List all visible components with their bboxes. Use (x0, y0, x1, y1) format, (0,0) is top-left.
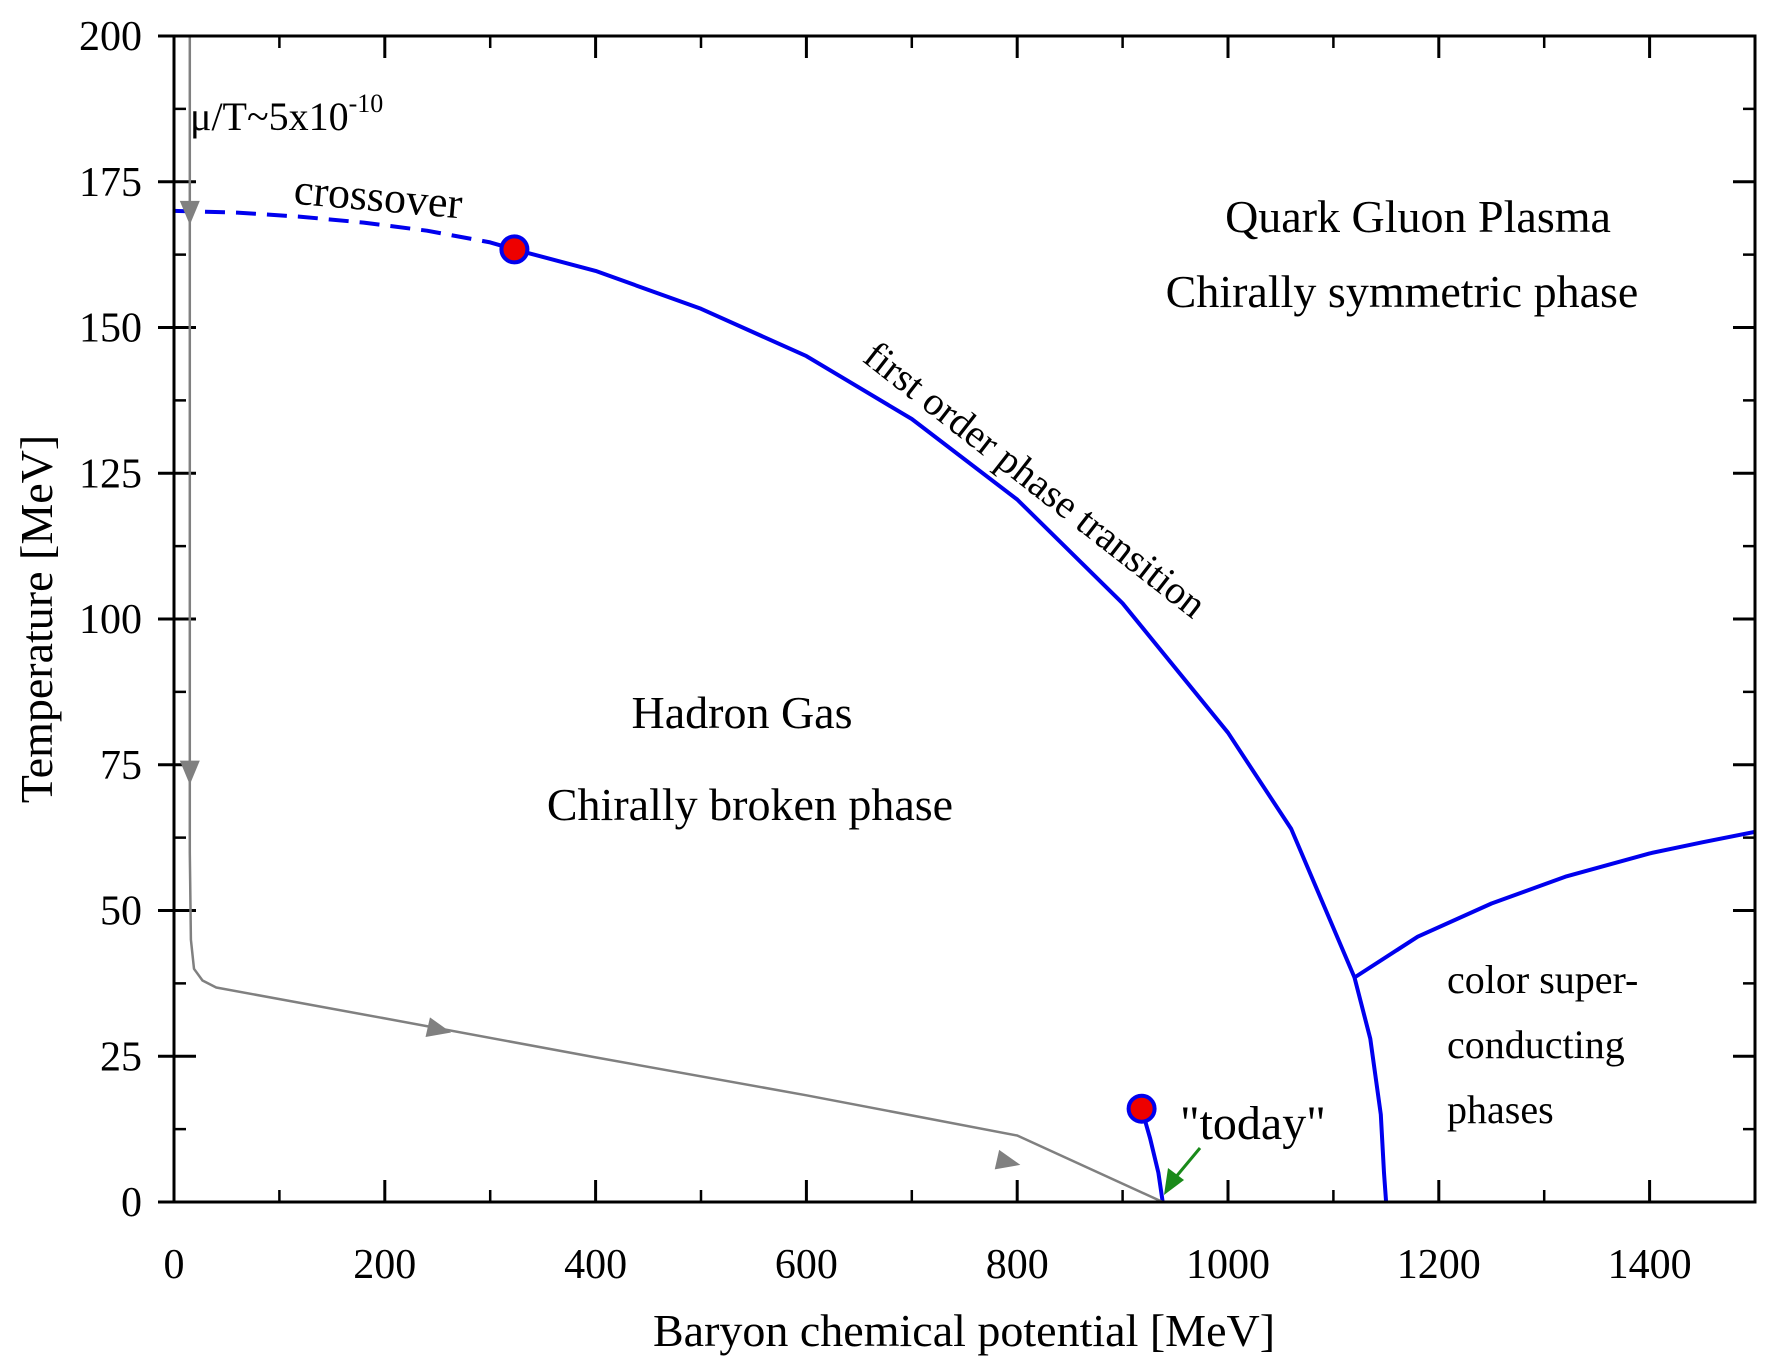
trajectory-arrowhead (179, 760, 200, 785)
qcd-critical-point-marker (499, 234, 530, 265)
today-arrow-shaft (1173, 1147, 1202, 1179)
qgp-title: Quark Gluon Plasma (1225, 191, 1611, 242)
x-tick-label: 0 (164, 1242, 185, 1288)
csc-label-line3: phases (1447, 1087, 1554, 1132)
mu-over-t-base: μ/T~5x10 (190, 94, 349, 139)
x-tick-label: 800 (986, 1242, 1049, 1288)
y-tick-label: 25 (100, 1034, 142, 1080)
nuclear-critical-point-marker (1126, 1093, 1157, 1124)
crossover-line (174, 208, 515, 252)
y-tick-label: 150 (79, 306, 142, 352)
x-tick-label: 600 (775, 1242, 838, 1288)
series-layer (174, 36, 1755, 1202)
x-tick-label: 1200 (1397, 1242, 1481, 1288)
trajectory-arrows (179, 200, 1021, 1170)
x-tick-labels: 0 200 400 600 800 1000 1200 1400 (164, 1242, 1692, 1288)
trajectory-arrowhead (179, 200, 200, 225)
today-arrow (1164, 1147, 1202, 1195)
x-tick-label: 400 (564, 1242, 627, 1288)
hadron-title: Hadron Gas (632, 687, 853, 738)
y-axis-label: Temperature [MeV] (11, 435, 62, 803)
plot-frame (172, 34, 1757, 1204)
y-tick-label: 125 (79, 451, 142, 497)
first-order-phase-transition-line (513, 247, 1389, 1202)
y-tick-label: 175 (79, 160, 142, 206)
x-tick-label: 1000 (1186, 1242, 1270, 1288)
mu-over-t-exponent: -10 (349, 89, 384, 118)
y-tick-label: 75 (100, 743, 142, 789)
qgp-subtitle: Chirally symmetric phase (1166, 266, 1639, 317)
csc-label-line1: color super- (1447, 957, 1638, 1002)
csc-label-line2: conducting (1447, 1022, 1625, 1067)
today-label: "today" (1180, 1097, 1326, 1150)
trajectory-arrowhead (425, 1017, 452, 1037)
nuclear-liquid-gas-transition-line (1139, 1108, 1165, 1202)
today-arrow-head (1164, 1168, 1184, 1195)
universe-trajectory-line (188, 36, 1164, 1202)
trajectory-arrowhead (994, 1149, 1021, 1170)
x-tick-label: 1400 (1608, 1242, 1692, 1288)
critical-points (499, 234, 1157, 1124)
mu-over-t-label: μ/T~5x10-10 (190, 89, 383, 139)
color-superconducting-boundary-line (1353, 829, 1755, 980)
y-tick-labels: 0 25 50 75 100 125 150 175 200 (79, 14, 142, 1226)
hadron-subtitle: Chirally broken phase (547, 779, 953, 830)
major-ticks (158, 34, 1755, 1204)
y-tick-label: 0 (121, 1180, 142, 1226)
y-tick-label: 200 (79, 14, 142, 60)
x-tick-label: 200 (353, 1242, 416, 1288)
x-axis-label: Baryon chemical potential [MeV] (653, 1305, 1275, 1356)
y-tick-label: 100 (79, 597, 142, 643)
y-tick-label: 50 (100, 889, 142, 935)
